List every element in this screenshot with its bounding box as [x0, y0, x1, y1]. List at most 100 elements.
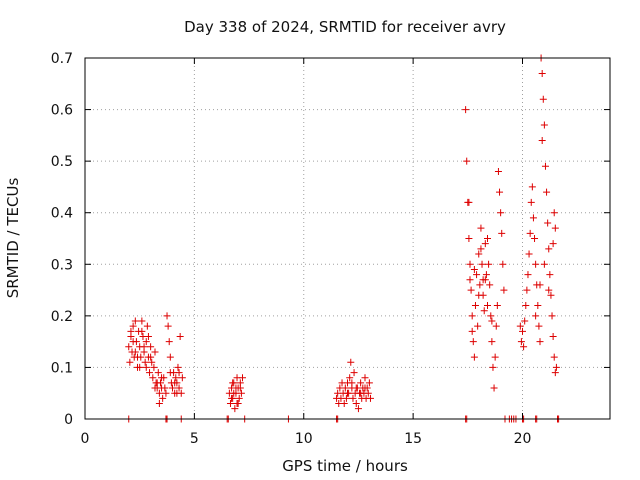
data-point [468, 312, 476, 320]
data-point [549, 240, 557, 248]
data-point [365, 379, 373, 387]
data-point [346, 374, 354, 382]
data-point [361, 374, 369, 382]
data-point [231, 405, 239, 413]
x-axis-label: GPS time / hours [282, 457, 408, 475]
data-point [146, 369, 154, 377]
data-point [466, 276, 474, 284]
data-point [487, 312, 495, 320]
data-point [234, 400, 242, 408]
data-point [545, 245, 553, 253]
data-point [142, 363, 150, 371]
data-point [138, 317, 146, 325]
data-point [143, 322, 151, 330]
data-point [176, 332, 184, 340]
data-point [462, 106, 470, 114]
data-point [354, 405, 362, 413]
data-point [521, 317, 529, 325]
data-point [522, 302, 530, 310]
data-point [538, 69, 546, 77]
data-point [136, 363, 144, 371]
data-point [340, 400, 348, 408]
data-point [535, 322, 543, 330]
y-tick-label: 0.2 [51, 309, 73, 325]
data-point [129, 338, 137, 346]
data-point [470, 265, 478, 273]
data-point [349, 394, 357, 402]
data-point [548, 312, 556, 320]
data-point [525, 250, 533, 258]
data-point [469, 338, 477, 346]
data-point [519, 327, 526, 335]
data-points [125, 54, 563, 423]
data-point [348, 379, 356, 387]
data-point [357, 389, 365, 397]
data-point [466, 260, 474, 268]
data-point [475, 291, 483, 299]
y-tick-label: 0.7 [51, 51, 73, 67]
y-tick-label: 0.6 [51, 103, 73, 119]
data-point [125, 343, 133, 351]
data-point [347, 358, 355, 366]
data-point [465, 198, 473, 206]
data-point [169, 384, 176, 392]
data-point [524, 271, 532, 279]
data-point [538, 137, 546, 145]
data-point [236, 384, 244, 392]
data-point [540, 260, 548, 268]
data-point [142, 338, 150, 346]
grid-lines [85, 58, 610, 419]
data-point [478, 260, 486, 268]
data-point [341, 384, 349, 392]
data-point [171, 379, 179, 387]
data-point [141, 358, 149, 366]
data-point [148, 358, 156, 366]
data-point [173, 389, 181, 397]
data-point [484, 302, 491, 310]
data-point [162, 389, 170, 397]
data-point [488, 338, 496, 346]
data-point [166, 369, 174, 377]
data-point [172, 374, 180, 382]
data-point [485, 260, 493, 268]
data-point [499, 260, 507, 268]
data-point [350, 369, 358, 377]
data-point [226, 400, 234, 408]
data-point [178, 374, 186, 382]
plot-frame [84, 57, 611, 420]
data-point [520, 343, 528, 351]
data-point [527, 198, 535, 206]
data-point [151, 384, 159, 392]
data-point [342, 394, 350, 402]
data-point [493, 302, 501, 310]
data-point [140, 343, 148, 351]
data-point [344, 389, 351, 397]
data-point [523, 286, 531, 294]
data-point [357, 379, 365, 387]
data-point [126, 358, 134, 366]
data-point [498, 229, 506, 237]
data-point [164, 322, 172, 330]
data-point [541, 162, 549, 170]
data-point [229, 379, 237, 387]
y-tick-label: 0.5 [51, 154, 73, 170]
data-point [477, 245, 485, 253]
data-point [492, 322, 500, 330]
data-point [131, 348, 139, 356]
data-point [161, 384, 169, 392]
data-point [529, 214, 537, 222]
data-point [547, 291, 555, 299]
data-point [488, 317, 496, 325]
x-tick-label: 20 [514, 431, 532, 447]
y-tick-label: 0 [64, 412, 73, 428]
data-point [158, 374, 166, 382]
data-point [516, 322, 524, 330]
data-point [175, 384, 183, 392]
data-point [552, 363, 560, 371]
data-point [165, 338, 173, 346]
data-point [517, 338, 525, 346]
data-point [476, 281, 484, 289]
data-point [364, 389, 372, 397]
data-point [144, 332, 152, 340]
x-tick-label: 0 [81, 431, 90, 447]
